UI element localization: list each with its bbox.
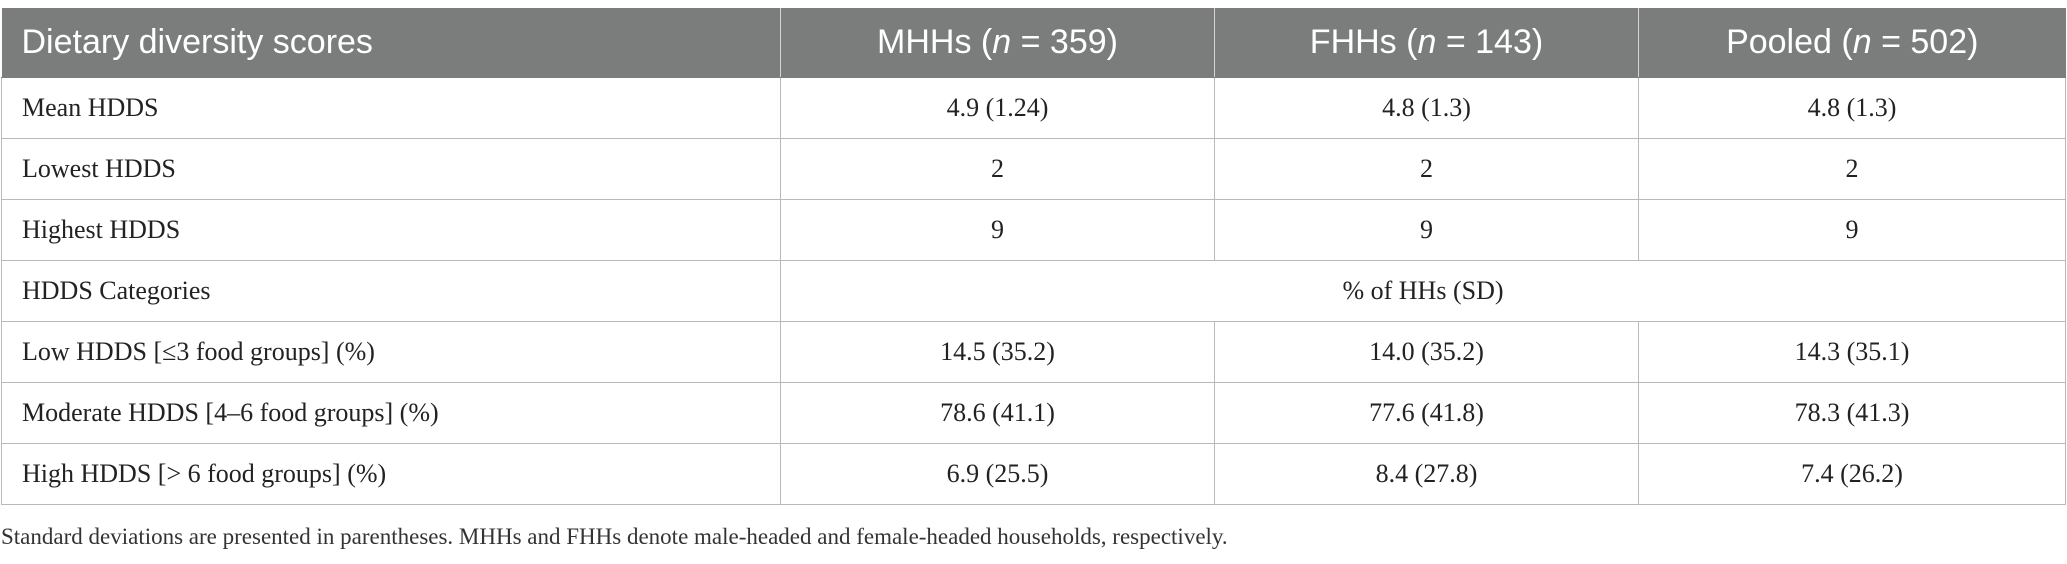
table-row: Lowest HDDS 2 2 2 <box>1 138 2066 200</box>
cell-mhhs: 14.5 (35.2) <box>780 321 1215 383</box>
cell-pooled: 4.8 (1.3) <box>1638 77 2066 139</box>
header-pooled: Pooled (n = 502) <box>1638 8 2066 78</box>
cell-fhhs: 8.4 (27.8) <box>1214 443 1639 505</box>
cell-fhhs: 14.0 (35.2) <box>1214 321 1639 383</box>
category-span-cell: % of HHs (SD) <box>780 260 2066 322</box>
table-row: Moderate HDDS [4–6 food groups] (%) 78.6… <box>1 382 2066 444</box>
table-footnote: Standard deviations are presented in par… <box>1 524 1228 549</box>
header-fhhs: FHHs (n = 143) <box>1214 8 1639 78</box>
row-label: Lowest HDDS <box>1 138 781 200</box>
table-row: Low HDDS [≤3 food groups] (%) 14.5 (35.2… <box>1 321 2066 383</box>
row-label: Moderate HDDS [4–6 food groups] (%) <box>1 382 781 444</box>
row-label: Low HDDS [≤3 food groups] (%) <box>1 321 781 383</box>
cell-pooled: 7.4 (26.2) <box>1638 443 2066 505</box>
header-mhhs-n: n <box>992 23 1012 61</box>
cell-fhhs: 2 <box>1214 138 1639 200</box>
header-mhhs-suffix: = 359) <box>1011 23 1118 61</box>
header-pooled-suffix: = 502) <box>1871 23 1979 61</box>
header-row: Dietary diversity scores MHHs (n = 359) … <box>1 8 2066 78</box>
cell-pooled: 2 <box>1638 138 2066 200</box>
row-label: Mean HDDS <box>1 77 781 139</box>
header-mhhs-prefix: MHHs ( <box>877 23 993 61</box>
cell-fhhs: 77.6 (41.8) <box>1214 382 1639 444</box>
header-pooled-prefix: Pooled ( <box>1726 23 1853 61</box>
table-row: Mean HDDS 4.9 (1.24) 4.8 (1.3) 4.8 (1.3) <box>1 77 2066 139</box>
cell-mhhs: 9 <box>780 199 1215 261</box>
header-fhhs-prefix: FHHs ( <box>1309 23 1418 61</box>
header-mhhs: MHHs (n = 359) <box>780 8 1215 78</box>
header-pooled-n: n <box>1852 23 1872 61</box>
header-fhhs-n: n <box>1417 23 1437 61</box>
row-label: HDDS Categories <box>1 260 781 322</box>
table-row: High HDDS [> 6 food groups] (%) 6.9 (25.… <box>1 443 2066 505</box>
table-row: Highest HDDS 9 9 9 <box>1 199 2066 261</box>
cell-fhhs: 9 <box>1214 199 1639 261</box>
cell-pooled: 14.3 (35.1) <box>1638 321 2066 383</box>
cell-mhhs: 6.9 (25.5) <box>780 443 1215 505</box>
row-label: High HDDS [> 6 food groups] (%) <box>1 443 781 505</box>
header-fhhs-suffix: = 143) <box>1436 23 1544 61</box>
cell-pooled: 9 <box>1638 199 2066 261</box>
table-body: Mean HDDS 4.9 (1.24) 4.8 (1.3) 4.8 (1.3)… <box>1 77 2066 505</box>
category-header-row: HDDS Categories % of HHs (SD) <box>1 260 2066 322</box>
dietary-diversity-table-container: Dietary diversity scores MHHs (n = 359) … <box>1 8 2066 505</box>
cell-fhhs: 4.8 (1.3) <box>1214 77 1639 139</box>
cell-pooled: 78.3 (41.3) <box>1638 382 2066 444</box>
row-label: Highest HDDS <box>1 199 781 261</box>
cell-mhhs: 78.6 (41.1) <box>780 382 1215 444</box>
header-dietary-diversity-scores: Dietary diversity scores <box>1 8 781 78</box>
table-header: Dietary diversity scores MHHs (n = 359) … <box>1 8 2066 78</box>
cell-mhhs: 2 <box>780 138 1215 200</box>
cell-mhhs: 4.9 (1.24) <box>780 77 1215 139</box>
dietary-diversity-table: Dietary diversity scores MHHs (n = 359) … <box>1 8 2066 505</box>
